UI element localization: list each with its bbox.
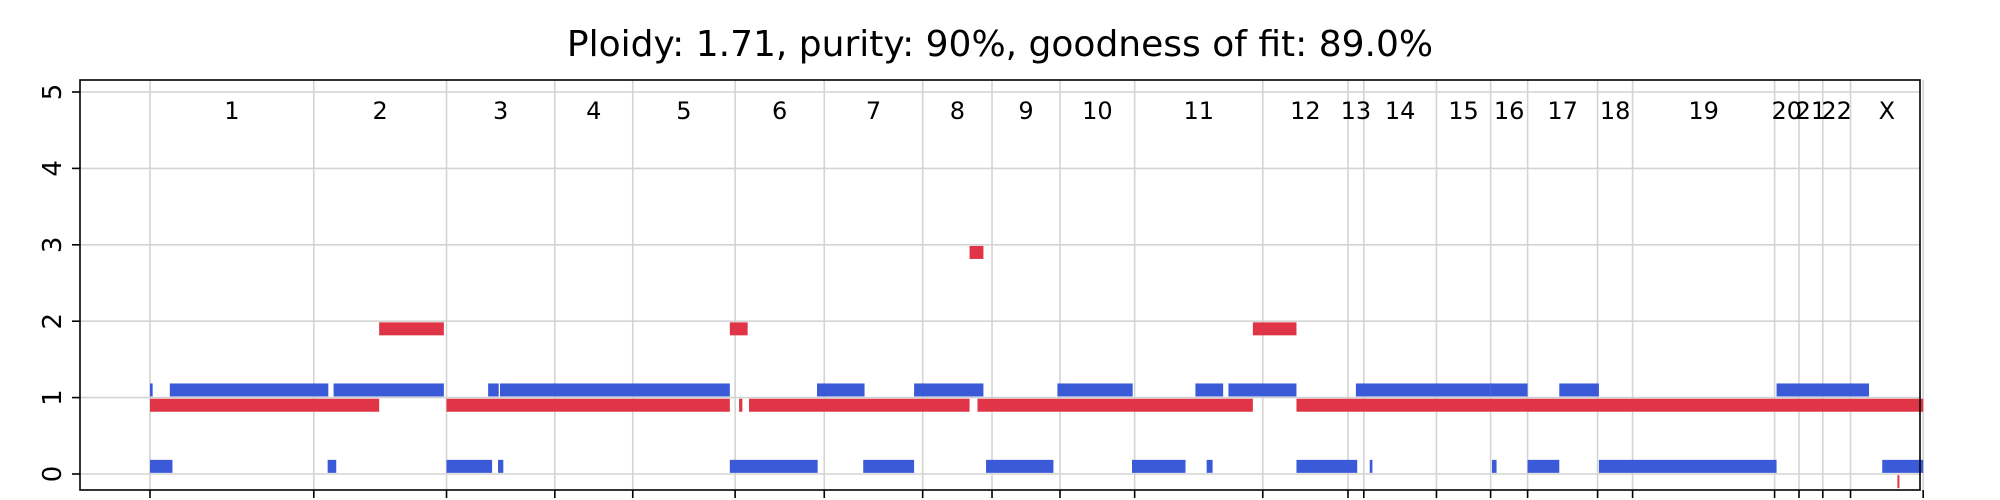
- segments: [150, 245, 1924, 489]
- minor-segment: [914, 383, 984, 397]
- major-segment: [1296, 398, 1924, 412]
- minor-segment: [1296, 459, 1358, 473]
- y-tick-label: 5: [38, 84, 68, 101]
- minor-segment: [1355, 383, 1491, 397]
- chromosome-label-8: 8: [950, 97, 965, 125]
- chromosome-label-X: X: [1879, 97, 1895, 125]
- chromosome-label-7: 7: [866, 97, 881, 125]
- y-tick-label: 2: [38, 313, 68, 330]
- minor-segment: [1490, 383, 1528, 397]
- chromosome-label-11: 11: [1183, 97, 1214, 125]
- chromosome-label-9: 9: [1018, 97, 1033, 125]
- y-tick-label: 1: [38, 389, 68, 406]
- chromosome-label-13: 13: [1341, 97, 1372, 125]
- minor-segment: [1195, 383, 1224, 397]
- chromosome-label-16: 16: [1494, 97, 1525, 125]
- major-segment: [748, 398, 970, 412]
- minor-segment: [498, 459, 504, 473]
- minor-segment: [1369, 459, 1373, 473]
- chromosome-label-21: 21: [1796, 97, 1827, 125]
- minor-segment: [1598, 459, 1777, 473]
- minor-segment: [333, 383, 444, 397]
- minor-segment: [986, 459, 1054, 473]
- major-segment: [1897, 475, 1900, 489]
- minor-segment: [500, 383, 730, 397]
- y-tick-label: 3: [38, 237, 68, 254]
- minor-segment: [169, 383, 329, 397]
- minor-segment: [1057, 383, 1133, 397]
- chromosome-label-4: 4: [586, 97, 601, 125]
- major-segment: [729, 322, 748, 336]
- minor-segment: [488, 383, 499, 397]
- minor-segment: [1491, 459, 1497, 473]
- chromosome-label-1: 1: [224, 97, 239, 125]
- minor-segment: [817, 383, 865, 397]
- chromosome-label-5: 5: [676, 97, 691, 125]
- minor-segment: [150, 459, 173, 473]
- minor-segment: [863, 459, 915, 473]
- chromosome-label-6: 6: [772, 97, 787, 125]
- minor-segment: [327, 459, 337, 473]
- chromosome-label-20: 20: [1772, 97, 1803, 125]
- minor-segment: [1882, 459, 1924, 473]
- minor-segment: [1527, 459, 1560, 473]
- chromosome-label-18: 18: [1600, 97, 1631, 125]
- minor-segment: [150, 383, 153, 397]
- chromosome-label-19: 19: [1688, 97, 1719, 125]
- chart-title: Ploidy: 1.71, purity: 90%, goodness of f…: [567, 24, 1433, 65]
- axes-frame: [79, 79, 1921, 491]
- minor-segment: [1206, 459, 1213, 473]
- y-tick-label: 0: [38, 466, 68, 483]
- major-segment: [446, 398, 730, 412]
- major-segment: [739, 398, 743, 412]
- chromosome-label-14: 14: [1385, 97, 1416, 125]
- minor-segment: [1776, 383, 1870, 397]
- chromosome-label-2: 2: [373, 97, 388, 125]
- chromosome-label-3: 3: [493, 97, 508, 125]
- y-axis: 0 1 2 3 4 5: [38, 84, 80, 483]
- minor-segment: [1132, 459, 1186, 473]
- y-tick-label: 4: [38, 160, 68, 177]
- minor-segment: [446, 459, 493, 473]
- minor-segment: [1228, 383, 1297, 397]
- major-segment: [1252, 322, 1297, 336]
- chromosome-label-17: 17: [1547, 97, 1578, 125]
- minor-segment: [729, 459, 818, 473]
- chromosome-label-10: 10: [1082, 97, 1113, 125]
- major-segment: [969, 245, 984, 259]
- minor-segment: [1559, 383, 1599, 397]
- major-segment: [977, 398, 1253, 412]
- chromosome-label-12: 12: [1290, 97, 1321, 125]
- major-segment: [150, 398, 380, 412]
- grid: [80, 80, 1924, 498]
- chromosome-label-15: 15: [1448, 97, 1479, 125]
- chromosome-label-22: 22: [1821, 97, 1852, 125]
- major-segment: [379, 322, 444, 336]
